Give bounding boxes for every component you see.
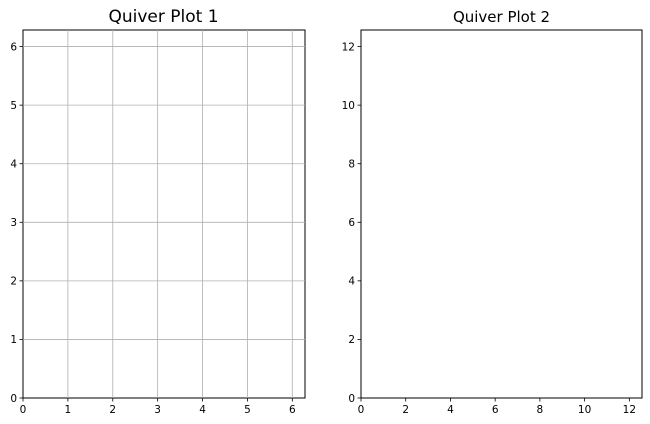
plot-2-title: Quiver Plot 2 xyxy=(453,8,550,26)
plot-1-gridlines xyxy=(23,30,305,398)
plot-2-x-tick-label: 8 xyxy=(537,404,544,416)
plot-2-x-tick-label: 4 xyxy=(447,404,454,416)
plot-2-y-tick-label: 8 xyxy=(348,159,355,171)
plot-1-y-tick-label: 0 xyxy=(10,393,17,405)
plot-1-x-tick-label: 0 xyxy=(20,404,27,416)
plot-2-y-tick-label: 2 xyxy=(348,334,355,346)
plot-2-y-tick-label: 4 xyxy=(348,276,355,288)
plot-2-x-tick-label: 12 xyxy=(623,404,636,416)
plot-2-ticks: 0 2 4 6 8 10 12 0 2 4 6 8 10 12 xyxy=(342,41,636,416)
plot-1-frame xyxy=(22,29,306,399)
plot-1-x-tick-label: 2 xyxy=(109,404,116,416)
plot-1-y-tick-label: 3 xyxy=(10,217,17,229)
plot-1-y-tick-label: 4 xyxy=(10,159,17,171)
plot-1-y-tick-label: 1 xyxy=(10,334,17,346)
plot-1-ticks: 0 1 2 3 4 5 6 0 1 2 3 4 5 6 xyxy=(10,41,296,416)
plot-2-x-tick-label: 10 xyxy=(578,404,591,416)
plot-2-x-tick-label: 6 xyxy=(492,404,499,416)
plot-1-x-tick-label: 6 xyxy=(289,404,296,416)
plot-1-y-tick-label: 2 xyxy=(10,276,17,288)
plot-1-title: Quiver Plot 1 xyxy=(108,7,218,27)
plot-1-x-tick-label: 4 xyxy=(199,404,206,416)
plot-2-y-tick-label: 0 xyxy=(348,393,355,405)
plot-2-x-tick-label: 0 xyxy=(358,404,365,416)
quiver-plot-2-axes: Quiver Plot 2 0 2 4 6 8 10 12 0 2 4 6 8 10 12 xyxy=(342,8,643,416)
plot-2-x-tick-label: 2 xyxy=(402,404,409,416)
plot-2-y-tick-label: 10 xyxy=(342,100,355,112)
plot-2-y-tick-label: 6 xyxy=(348,217,355,229)
plot-1-y-tick-label: 6 xyxy=(10,41,17,53)
plot-1-x-tick-label: 3 xyxy=(154,404,161,416)
plot-2-frame xyxy=(360,29,643,399)
plot-1-y-tick-label: 5 xyxy=(10,100,17,112)
plot-1-x-tick-label: 5 xyxy=(244,404,251,416)
plot-1-x-tick-label: 1 xyxy=(65,404,72,416)
quiver-plot-1-axes: Quiver Plot 1 0 1 2 3 4 5 6 0 1 2 3 4 5 6 xyxy=(10,7,306,416)
plot-2-y-tick-label: 12 xyxy=(342,41,355,53)
